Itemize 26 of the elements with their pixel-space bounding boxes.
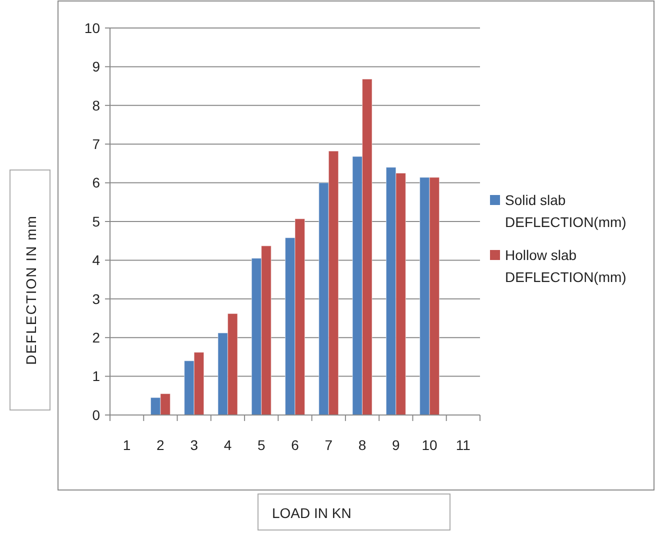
x-axis-title: LOAD IN KN: [272, 505, 352, 521]
x-tick-label: 1: [122, 437, 131, 453]
x-tick-label: 5: [257, 437, 266, 453]
y-tick-label: 3: [92, 290, 100, 307]
legend-label: Solid slab DEFLECTION(mm): [505, 192, 626, 230]
y-tick-label: 10: [84, 20, 100, 36]
y-tick-label: 0: [92, 406, 100, 423]
y-tick-label: 1: [92, 368, 100, 384]
x-tick-label: 3: [190, 437, 198, 453]
x-tick-label: 11: [456, 437, 471, 453]
y-tick-label: 8: [92, 97, 100, 114]
y-axis-title: DEFLECTION IN mm: [23, 215, 39, 365]
x-tick-label: 8: [358, 437, 366, 453]
x-tick-label: 4: [224, 437, 232, 453]
y-tick-label: 4: [92, 252, 100, 268]
y-tick-label: 6: [92, 174, 100, 191]
y-tick-label: 9: [92, 58, 100, 75]
legend-label: Hollow slab DEFLECTION(mm): [505, 246, 626, 285]
x-tick-label: 6: [291, 437, 300, 453]
y-tick-label: 5: [92, 213, 100, 230]
x-tick-label: 2: [156, 437, 165, 453]
x-tick-label: 7: [324, 437, 333, 453]
x-tick-label: 9: [392, 437, 400, 453]
y-tick-label: 2: [92, 330, 100, 346]
y-tick-label: 7: [92, 136, 100, 152]
x-tick-label: 10: [422, 437, 438, 453]
